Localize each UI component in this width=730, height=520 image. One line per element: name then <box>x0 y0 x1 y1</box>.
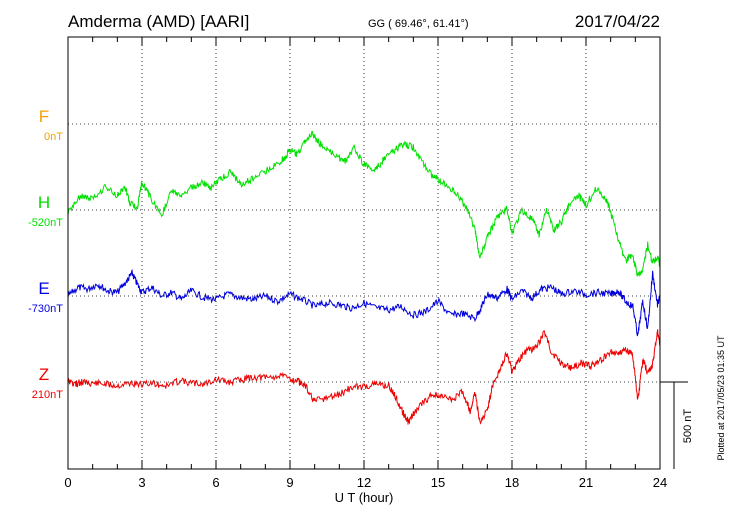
x-axis-ticks: 0 3 6 9 12 15 18 21 24 <box>64 37 667 490</box>
x-axis-label: U T (hour) <box>335 490 394 505</box>
series-name-f: F <box>39 107 49 126</box>
x-tick-label: 21 <box>579 475 593 490</box>
series-name-h: H <box>38 193 50 212</box>
plotted-at-note: Plotted at 2017/05/23 01:35 UT <box>716 335 726 461</box>
x-tick-label: 18 <box>505 475 519 490</box>
x-tick-label: 0 <box>64 475 71 490</box>
x-tick-label: 9 <box>286 475 293 490</box>
scale-bar: 500 nT <box>660 381 694 469</box>
station-title: Amderma (AMD) [AARI] <box>68 12 249 31</box>
series-line-z <box>67 329 661 425</box>
x-tick-label: 24 <box>653 475 667 490</box>
scale-bar-label: 500 nT <box>682 409 694 444</box>
series-name-e: E <box>38 279 49 298</box>
series-baseline-f: 0nT <box>44 131 63 143</box>
data-lines <box>67 130 661 425</box>
chart-date: 2017/04/22 <box>575 12 660 31</box>
grid-lines <box>68 37 660 469</box>
series-line-e <box>67 269 661 337</box>
series-labels: F 0nT H -520nT E -730nT Z 210nT <box>28 107 63 401</box>
x-tick-label: 3 <box>138 475 145 490</box>
x-tick-label: 12 <box>357 475 371 490</box>
x-tick-label: 15 <box>431 475 445 490</box>
series-baseline-h: -520nT <box>28 217 63 229</box>
series-baseline-z: 210nT <box>32 389 63 401</box>
x-tick-label: 6 <box>212 475 219 490</box>
series-baseline-e: -730nT <box>28 303 63 315</box>
series-name-z: Z <box>39 365 49 384</box>
series-line-h <box>67 130 661 277</box>
station-coords: GG ( 69.46°, 61.41°) <box>368 18 469 30</box>
